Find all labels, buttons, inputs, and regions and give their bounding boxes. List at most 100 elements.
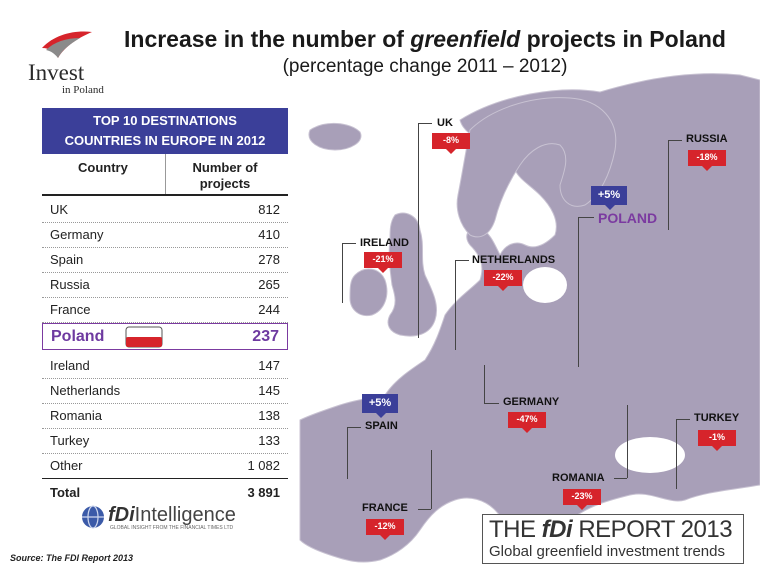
table-cell-country: Turkey xyxy=(50,433,90,448)
logo-subtext: in Poland xyxy=(62,84,104,96)
change-badge-romania: -23% xyxy=(563,489,601,510)
logo-text: Invest xyxy=(28,60,85,85)
table-cell-projects: 812 xyxy=(258,202,280,217)
leader-line xyxy=(614,478,627,479)
table-cell-projects: 1 082 xyxy=(247,458,280,473)
map-label-germany: GERMANY xyxy=(503,396,560,408)
table-row: France 244 xyxy=(42,297,288,323)
fdi-report-title: THE fDi REPORT 2013 xyxy=(489,516,733,544)
table-header-divider xyxy=(42,194,288,196)
column-header-country: Country xyxy=(78,160,128,175)
table-row: Ireland 147 xyxy=(42,353,288,379)
leader-line xyxy=(484,365,485,403)
table-row-poland: Poland 237 xyxy=(42,323,288,350)
leader-line xyxy=(418,509,431,510)
fdi-report-title-post: REPORT 2013 xyxy=(572,516,733,543)
column-header-projects-line1: Number of xyxy=(192,160,258,175)
map-label-ireland: IRELAND xyxy=(360,237,409,249)
leader-line xyxy=(455,260,456,350)
fdi-report-subtitle: Global greenfield investment trends xyxy=(489,543,725,560)
table-header: TOP 10 DESTINATIONS COUNTRIES IN EUROPE … xyxy=(42,108,288,154)
fdi-intelligence-pre: fDi xyxy=(108,504,135,526)
table-cell-projects: 133 xyxy=(258,433,280,448)
table-row-total: Total 3 891 xyxy=(42,480,288,505)
leader-line xyxy=(347,427,348,479)
title-text-end: projects in Poland xyxy=(520,26,726,52)
leader-line xyxy=(342,243,343,303)
table-cell-country: Netherlands xyxy=(50,383,121,398)
column-header-projects: Number of projects xyxy=(162,160,288,192)
leader-line xyxy=(668,140,669,230)
table-header-line1: TOP 10 DESTINATIONS xyxy=(93,113,237,128)
map-label-romania: ROMANIA xyxy=(552,472,605,484)
fdi-intelligence-tagline: GLOBAL INSIGHT FROM THE FINANCIAL TIMES … xyxy=(110,525,234,531)
page-subtitle: (percentage change 2011 – 2012) xyxy=(282,56,568,77)
leader-line xyxy=(578,217,594,218)
map-label-poland: POLAND xyxy=(598,210,658,226)
invest-in-poland-logo-icon xyxy=(42,31,92,58)
table-cell-projects: 138 xyxy=(258,408,280,423)
table-row: Netherlands 145 xyxy=(42,378,288,404)
table-cell-projects: 244 xyxy=(258,302,280,317)
iceland-shape xyxy=(308,123,362,151)
title-text-emphasis: greenfield xyxy=(410,26,521,52)
map-label-turkey: TURKEY xyxy=(694,412,740,424)
table-row: UK 812 xyxy=(42,197,288,223)
leader-line xyxy=(347,427,361,428)
change-badge-germany: -47% xyxy=(508,412,546,433)
table-column-divider xyxy=(165,154,166,194)
change-badge-russia: -18% xyxy=(688,150,726,171)
table-row: Russia 265 xyxy=(42,272,288,298)
table-row: Germany 410 xyxy=(42,222,288,248)
map-label-uk: UK xyxy=(437,117,453,129)
fdi-report-box: THE fDi REPORT 2013 Global greenfield in… xyxy=(482,514,744,564)
table-cell-country: UK xyxy=(50,202,69,217)
black-sea xyxy=(615,437,685,473)
leader-line xyxy=(455,260,469,261)
table-cell-projects: 3 891 xyxy=(247,485,280,500)
table-header-line2: COUNTRIES IN EUROPE IN 2012 xyxy=(64,133,266,148)
table-row: Romania 138 xyxy=(42,403,288,429)
change-badge-uk: -8% xyxy=(432,133,470,154)
uk-shape xyxy=(387,212,438,337)
fdi-report-title-pre: THE xyxy=(489,516,542,543)
map-label-spain: SPAIN xyxy=(365,420,398,432)
table-row: Spain 278 xyxy=(42,247,288,273)
leader-line xyxy=(431,450,432,509)
globe-icon xyxy=(82,505,104,529)
change-badge-poland: +5% xyxy=(591,186,627,210)
leader-line xyxy=(676,419,677,489)
baltic-sea xyxy=(523,267,567,303)
table-cell-projects: 278 xyxy=(258,252,280,267)
fdi-intelligence-logo: fDiIntelligence xyxy=(108,504,236,527)
map-label-russia: RUSSIA xyxy=(686,133,728,145)
table-cell-country: Ireland xyxy=(50,358,90,373)
change-badge-netherlands: -22% xyxy=(484,270,522,291)
table-cell-projects: 410 xyxy=(258,227,280,242)
leader-line xyxy=(668,140,682,141)
table-row: Turkey 133 xyxy=(42,428,288,454)
column-header-projects-line2: projects xyxy=(199,176,251,191)
table-cell-country: Poland xyxy=(51,328,105,345)
leader-line xyxy=(578,217,579,367)
source-note: Source: The FDI Report 2013 xyxy=(10,553,134,563)
leader-line xyxy=(418,123,419,338)
fdi-report-title-em: fDi xyxy=(541,516,573,543)
map-label-france: FRANCE xyxy=(362,502,408,514)
leader-line xyxy=(418,123,432,124)
scandinavia-shape xyxy=(456,97,617,238)
projects-table: Country Number of projects UK 812 Germany… xyxy=(42,154,288,506)
table-cell-country: Other xyxy=(50,458,83,473)
table-cell-projects: 237 xyxy=(252,328,279,345)
table-cell-country: Romania xyxy=(50,408,103,423)
map-label-netherlands: NETHERLANDS xyxy=(472,254,556,266)
table-cell-country: Spain xyxy=(50,252,84,267)
change-badge-france: -12% xyxy=(366,519,404,540)
poland-flag-icon xyxy=(125,326,163,348)
table-cell-country: Germany xyxy=(50,227,104,242)
table-cell-projects: 265 xyxy=(258,277,280,292)
title-text-start: Increase in the number of xyxy=(124,26,411,52)
leader-line xyxy=(484,403,499,404)
fdi-intelligence-post: Intelligence xyxy=(134,504,236,526)
